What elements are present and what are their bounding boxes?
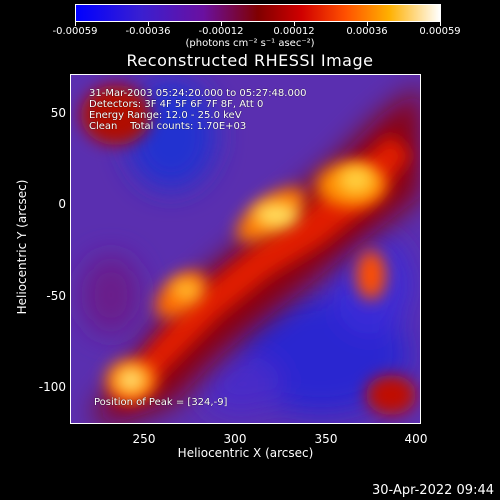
rhessi-image	[70, 74, 421, 424]
annotation-detectors: Detectors: 3F 4F 5F 6F 7F 8F, Att 0	[89, 99, 264, 110]
x-axis-label: Heliocentric X (arcsec)	[177, 446, 314, 460]
colorbar-tick	[221, 21, 222, 26]
colorbar-tick-label: -0.00059	[52, 26, 98, 37]
image-title: Reconstructed RHESSI Image	[126, 51, 374, 70]
colorbar-tick	[440, 21, 441, 26]
colorbar-units: (photons cm⁻² s⁻¹ asec⁻²)	[185, 38, 315, 49]
colorbar-tick-label: -0.00036	[125, 26, 171, 37]
colorbar-tick-label: 0.00036	[346, 26, 388, 37]
timestamp: 30-Apr-2022 09:44	[372, 483, 494, 498]
colorbar	[75, 4, 441, 22]
ytick-label: 0	[58, 197, 66, 211]
annotation-peak: Position of Peak = [324,-9]	[94, 397, 228, 408]
annotation-energy: Energy Range: 12.0 - 25.0 keV	[89, 110, 242, 121]
colorbar-tick-label: 0.00059	[419, 26, 461, 37]
colorbar-tick	[75, 21, 76, 26]
colorbar-tick	[148, 21, 149, 26]
annotation-time-range: 31-Mar-2003 05:24:20.000 to 05:27:48.000	[89, 88, 307, 99]
colorbar-gradient	[76, 5, 440, 21]
y-axis-label: Heliocentric Y (arcsec)	[15, 179, 29, 315]
colorbar-tick-label: 0.00012	[273, 26, 315, 37]
colorbar-tick	[294, 21, 295, 26]
xtick-label: 250	[132, 432, 156, 446]
colorbar-tick-label: -0.00012	[198, 26, 244, 37]
xtick-label: 300	[223, 432, 247, 446]
xtick-label: 350	[314, 432, 338, 446]
colorbar-tick	[367, 21, 368, 26]
ytick-label: -100	[38, 380, 66, 394]
ytick-label: 50	[50, 106, 66, 120]
xtick-label: 400	[404, 432, 428, 446]
annotation-clean: Clean Total counts: 1.70E+03	[89, 121, 247, 132]
ytick-label: -50	[46, 289, 66, 303]
